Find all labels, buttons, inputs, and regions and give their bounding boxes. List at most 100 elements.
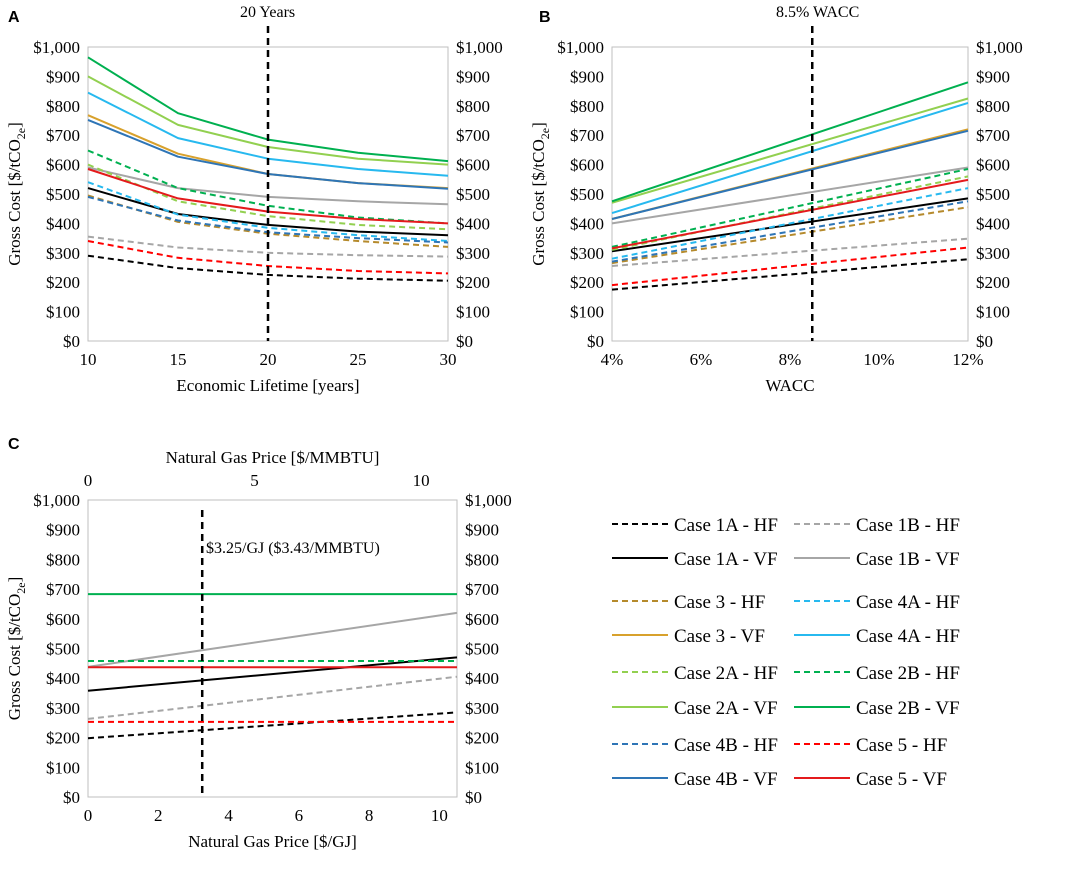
legend-label-case-2a-vf: Case 2A - VF (674, 698, 778, 719)
legend-label-case-1a-hf: Case 1A - HF (674, 515, 778, 536)
x-tick-label: 25 (350, 350, 367, 369)
y-tick-label-right: $400 (465, 669, 499, 688)
legend-label-case-4b-hf: Case 4B - HF (674, 735, 778, 756)
top-x-tick-label: 0 (84, 471, 93, 490)
series-line-case-1a-vf (611, 197, 969, 253)
y-tick-label-right: $0 (976, 332, 993, 351)
legend-label-case-2a-hf: Case 2A - HF (674, 663, 778, 684)
x-tick-label: 4% (601, 350, 624, 369)
y-tick-label-left: $1,000 (33, 491, 80, 510)
plot-frame (611, 46, 969, 342)
y-tick-label-right: $500 (465, 640, 499, 659)
y-tick-label-right: $800 (456, 97, 490, 116)
x-tick-label: 30 (440, 350, 457, 369)
series-line-case-2b-vf (87, 56, 449, 163)
y-tick-label-right: $300 (465, 699, 499, 718)
panel-b: B $0 $0 $100 $100 $200 $200 $300 $300 $400 $400 $50… (529, 4, 1023, 395)
y-tick-label-left: $0 (63, 332, 80, 351)
y-tick-label-right: $600 (456, 156, 490, 175)
y-tick-label-left: $700 (46, 580, 80, 599)
series-line-case-4b-vf (611, 129, 969, 220)
x-tick-label: 6 (295, 806, 304, 825)
y-tick-label-right: $1,000 (456, 38, 503, 57)
y-tick-label-left: $700 (570, 126, 604, 145)
y-tick-label-left: $0 (587, 332, 604, 351)
y-tick-label-left: $500 (570, 185, 604, 204)
top-x-axis-label: Natural Gas Price [$/MMBTU] (166, 448, 380, 467)
y-tick-label-left: $800 (46, 97, 80, 116)
y-tick-label-left: $100 (570, 303, 604, 322)
x-axis-label: Natural Gas Price [$/GJ] (188, 832, 357, 851)
series-line-case-1a-hf (87, 711, 458, 740)
y-tick-label-left: $600 (46, 610, 80, 629)
plot-frame (87, 499, 458, 798)
legend-label-case-5-vf: Case 5 - VF (856, 769, 947, 790)
y-tick-label-right: $300 (976, 244, 1010, 263)
y-axis-label: Gross Cost [$/tCO2e] (5, 122, 28, 266)
x-tick-label: 8 (365, 806, 374, 825)
legend-label-case-5-hf: Case 5 - HF (856, 735, 947, 756)
marker-annotation: 8.5% WACC (776, 4, 859, 21)
x-tick-label: 6% (690, 350, 713, 369)
y-tick-label-right: $1,000 (465, 491, 512, 510)
y-tick-label-right: $800 (465, 550, 499, 569)
legend: Case 1A - HF Case 1B - HF Case 1A - VF Case… (612, 515, 960, 790)
series-line-case-1a-hf (87, 254, 449, 282)
legend-label-case-1b-vf: Case 1B - VF (856, 549, 960, 570)
series-line-case-4b-vf (87, 118, 449, 190)
series-line-case-2a-vf (611, 97, 969, 204)
panel-c: C $0 $0 $100 $100 $200 $200 $300 $300 $400 $400 $50… (5, 436, 512, 851)
panel-letter: C (8, 436, 20, 453)
panel-letter: A (8, 9, 20, 26)
series-line-case-1b-vf (87, 611, 458, 668)
y-tick-label-left: $200 (46, 729, 80, 748)
y-tick-label-right: $0 (456, 332, 473, 351)
y-tick-label-left: $1,000 (33, 38, 80, 57)
y-tick-label-right: $200 (465, 729, 499, 748)
x-axis-label: WACC (765, 376, 814, 395)
y-tick-label-left: $600 (570, 156, 604, 175)
y-tick-label-left: $500 (46, 640, 80, 659)
y-tick-label-left: $500 (46, 185, 80, 204)
y-axis-label: Gross Cost [$/tCO2e] (5, 577, 28, 721)
series-line-case-4a-vf (611, 101, 969, 215)
y-tick-label-right: $600 (976, 156, 1010, 175)
y-tick-label-left: $800 (570, 97, 604, 116)
y-tick-label-left: $300 (46, 699, 80, 718)
legend-label-case-4a-vf: Case 4A - HF (856, 626, 960, 647)
y-tick-label-left: $300 (46, 244, 80, 263)
y-tick-label-right: $500 (456, 185, 490, 204)
y-tick-label-right: $900 (456, 67, 490, 86)
y-tick-label-right: $100 (456, 303, 490, 322)
marker-annotation: $3.25/GJ ($3.43/MMBTU) (206, 540, 380, 557)
y-tick-label-left: $400 (570, 214, 604, 233)
y-tick-label-left: $900 (570, 67, 604, 86)
x-tick-label: 10 (431, 806, 448, 825)
x-axis-label: Economic Lifetime [years] (176, 376, 359, 395)
panel-a: A $0 $0 $100 $100 $200 $200 $300 $300 $400 $400 $50… (5, 4, 503, 395)
y-tick-label-right: $1,000 (976, 38, 1023, 57)
x-tick-label: 15 (170, 350, 187, 369)
y-tick-label-right: $0 (465, 788, 482, 807)
x-tick-label: 2 (154, 806, 163, 825)
x-tick-label: 12% (952, 350, 983, 369)
series-line-case-4b-hf (611, 200, 969, 263)
y-tick-label-left: $1,000 (557, 38, 604, 57)
marker-annotation: 20 Years (240, 4, 295, 21)
y-tick-label-right: $300 (456, 244, 490, 263)
y-axis-label: Gross Cost [$/tCO2e] (529, 122, 552, 266)
series-line-case-2b-hf (611, 168, 969, 248)
y-tick-label-left: $900 (46, 521, 80, 540)
series-line-case-4a-hf (611, 187, 969, 260)
y-tick-label-left: $700 (46, 126, 80, 145)
series-line-case-1a-hf (611, 258, 969, 291)
series-line-case-1b-hf (87, 675, 458, 720)
legend-label-case-4a-hf: Case 4A - HF (856, 592, 960, 613)
x-tick-label: 10% (863, 350, 894, 369)
y-tick-label-right: $500 (976, 185, 1010, 204)
y-tick-label-left: $300 (570, 244, 604, 263)
y-tick-label-right: $200 (456, 273, 490, 292)
y-tick-label-left: $200 (46, 273, 80, 292)
y-tick-label-right: $900 (465, 521, 499, 540)
